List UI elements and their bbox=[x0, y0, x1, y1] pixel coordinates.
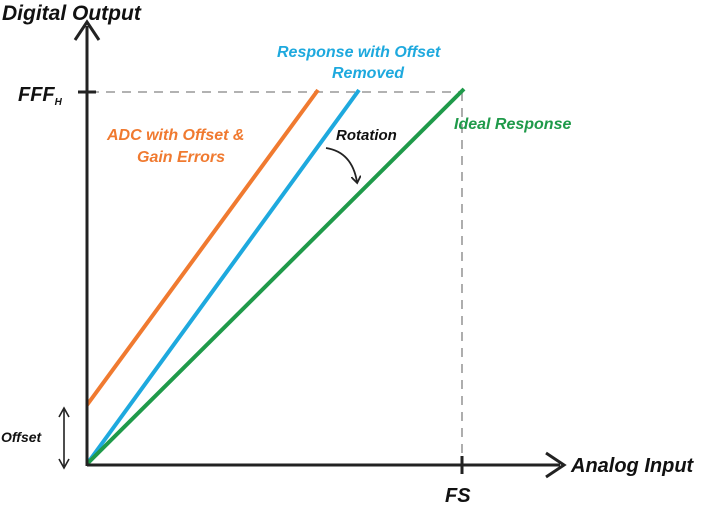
y-axis-title: Digital Output bbox=[2, 2, 142, 25]
adc-line-label-1: ADC with Offset & bbox=[106, 127, 244, 144]
rotation-label: Rotation bbox=[336, 127, 397, 144]
x-axis-arrow-icon bbox=[545, 451, 567, 479]
removed-line-label-2: Removed bbox=[332, 65, 405, 82]
offset-label: Offset bbox=[1, 429, 43, 445]
offset-arrow-up-icon bbox=[58, 406, 70, 418]
removed-line-label-1: Response with Offset bbox=[277, 44, 441, 61]
offset-arrow-down-icon bbox=[58, 458, 70, 470]
y-axis-arrow-icon bbox=[73, 19, 101, 41]
y-tick-label: FFFH bbox=[18, 84, 63, 108]
adc-offset-gain-line bbox=[85, 88, 320, 407]
ideal-response-line bbox=[85, 87, 466, 466]
offset-removed-line bbox=[85, 88, 361, 466]
rotation-arrow-icon bbox=[325, 147, 357, 182]
x-axis-title: Analog Input bbox=[570, 455, 695, 477]
adc-line-label-2: Gain Errors bbox=[137, 149, 225, 166]
x-tick-label: FS bbox=[445, 485, 471, 507]
ideal-line-label: Ideal Response bbox=[454, 116, 571, 133]
